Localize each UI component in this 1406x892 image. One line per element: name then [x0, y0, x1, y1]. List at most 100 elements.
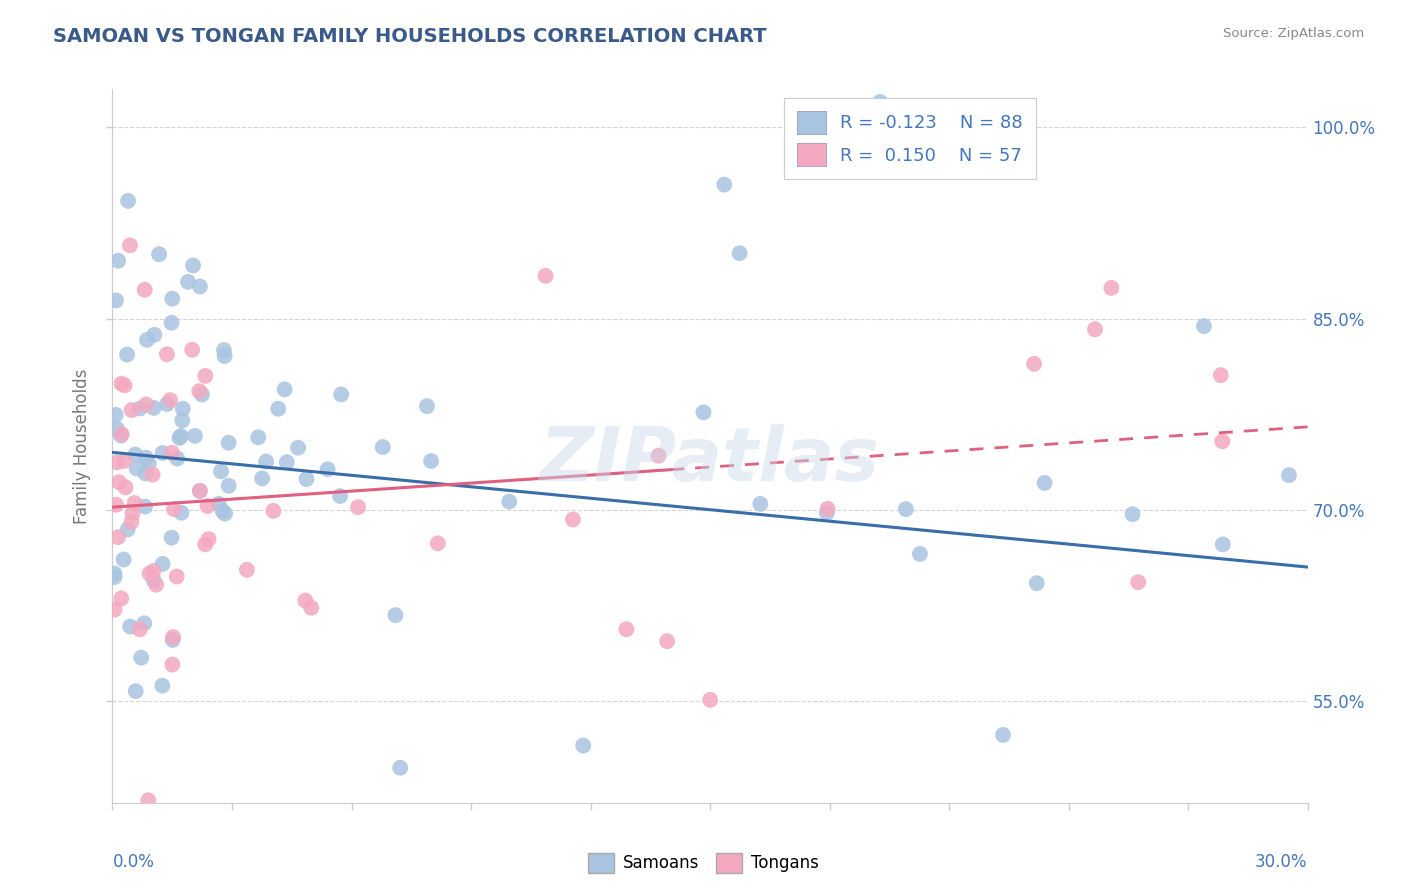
Point [112, 552, 135, 566]
Point [114, 480, 136, 494]
Point [184, 429, 207, 443]
Point [152, 446, 174, 460]
Point [384, 608, 406, 623]
Point [699, 693, 721, 707]
Point [197, 532, 219, 546]
Point [150, 679, 173, 693]
Point [142, 401, 165, 415]
Point [1084, 322, 1107, 336]
Point [160, 531, 183, 545]
Point [112, 454, 135, 468]
Point [869, 95, 891, 109]
Point [1126, 575, 1149, 590]
Point [111, 427, 134, 442]
Point [128, 623, 150, 637]
Point [121, 403, 143, 417]
Point [108, 475, 131, 490]
Point [135, 450, 157, 465]
Point [181, 259, 204, 273]
Y-axis label: Family Households: Family Households [73, 368, 91, 524]
Point [142, 573, 165, 587]
Point [273, 383, 295, 397]
Point [125, 461, 148, 475]
Point [211, 504, 233, 518]
Point [218, 435, 240, 450]
Point [107, 530, 129, 544]
Point [117, 523, 139, 537]
Point [152, 557, 174, 571]
Point [194, 537, 217, 551]
Point [294, 593, 316, 607]
Point [420, 454, 443, 468]
Point [262, 504, 284, 518]
Point [134, 283, 156, 297]
Point [124, 448, 146, 462]
Point [287, 441, 309, 455]
Point [647, 449, 669, 463]
Point [129, 650, 152, 665]
Point [120, 619, 142, 633]
Point [170, 506, 193, 520]
Point [136, 793, 159, 807]
Point [148, 247, 170, 261]
Point [125, 684, 148, 698]
Point [426, 536, 449, 550]
Point [162, 630, 184, 644]
Point [208, 497, 231, 511]
Point [169, 431, 191, 445]
Point [1192, 319, 1215, 334]
Point [267, 401, 290, 416]
Point [114, 378, 136, 392]
Point [254, 454, 277, 468]
Point [562, 512, 585, 526]
Point [156, 347, 179, 361]
Point [329, 489, 352, 503]
Text: 30.0%: 30.0% [1256, 853, 1308, 871]
Point [103, 603, 125, 617]
Point [105, 422, 128, 436]
Point [162, 292, 184, 306]
Point [1211, 434, 1233, 449]
Point [188, 384, 211, 398]
Point [1099, 281, 1122, 295]
Legend: R = -0.123    N = 88, R =  0.150    N = 57: R = -0.123 N = 88, R = 0.150 N = 57 [785, 98, 1036, 179]
Point [156, 397, 179, 411]
Point [1025, 576, 1047, 591]
Point [138, 566, 160, 581]
Point [145, 578, 167, 592]
Point [276, 455, 298, 469]
Point [110, 591, 132, 606]
Point [214, 349, 236, 363]
Point [142, 564, 165, 578]
Point [330, 387, 353, 401]
Point [534, 268, 557, 283]
Point [218, 479, 240, 493]
Point [177, 275, 200, 289]
Point [614, 622, 637, 636]
Point [118, 238, 141, 252]
Point [1212, 537, 1234, 551]
Point [236, 563, 259, 577]
Text: Source: ZipAtlas.com: Source: ZipAtlas.com [1223, 27, 1364, 40]
Point [316, 462, 339, 476]
Text: SAMOAN VS TONGAN FAMILY HOUSEHOLDS CORRELATION CHART: SAMOAN VS TONGAN FAMILY HOUSEHOLDS CORRE… [53, 27, 768, 45]
Point [1209, 368, 1232, 383]
Point [166, 569, 188, 583]
Point [1033, 475, 1056, 490]
Point [188, 483, 211, 498]
Point [104, 293, 127, 308]
Point [371, 440, 394, 454]
Point [749, 497, 772, 511]
Point [194, 368, 217, 383]
Point [191, 387, 214, 401]
Point [655, 634, 678, 648]
Point [143, 327, 166, 342]
Point [991, 728, 1014, 742]
Point [188, 279, 211, 293]
Point [815, 506, 838, 520]
Text: 0.0%: 0.0% [112, 853, 155, 871]
Point [103, 566, 125, 581]
Point [121, 506, 143, 520]
Point [389, 761, 412, 775]
Point [498, 494, 520, 508]
